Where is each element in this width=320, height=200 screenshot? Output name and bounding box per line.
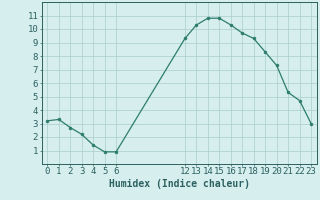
X-axis label: Humidex (Indice chaleur): Humidex (Indice chaleur) [109,179,250,189]
